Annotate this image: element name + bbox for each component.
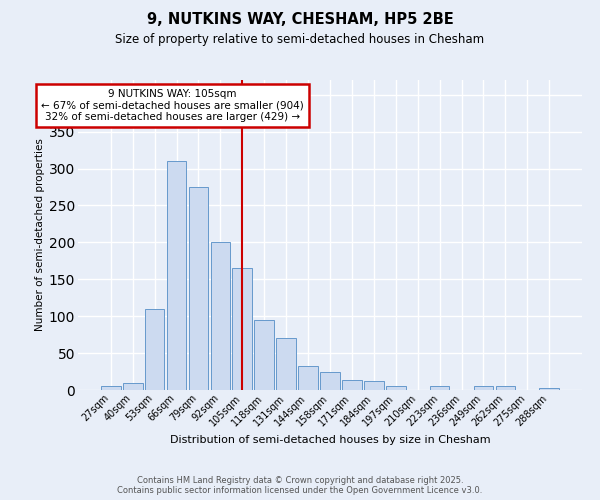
Bar — [539, 388, 559, 390]
Bar — [254, 320, 274, 390]
Text: Size of property relative to semi-detached houses in Chesham: Size of property relative to semi-detach… — [115, 32, 485, 46]
Bar — [342, 380, 362, 390]
Bar — [320, 372, 340, 390]
Bar — [232, 268, 252, 390]
Text: Contains HM Land Registry data © Crown copyright and database right 2025.
Contai: Contains HM Land Registry data © Crown c… — [118, 476, 482, 495]
Bar — [145, 309, 164, 390]
Bar — [430, 386, 449, 390]
Bar — [123, 382, 143, 390]
Bar — [364, 381, 384, 390]
X-axis label: Distribution of semi-detached houses by size in Chesham: Distribution of semi-detached houses by … — [170, 434, 490, 444]
Y-axis label: Number of semi-detached properties: Number of semi-detached properties — [35, 138, 44, 332]
Bar — [188, 187, 208, 390]
Bar — [473, 386, 493, 390]
Bar — [496, 386, 515, 390]
Bar — [167, 161, 187, 390]
Text: 9, NUTKINS WAY, CHESHAM, HP5 2BE: 9, NUTKINS WAY, CHESHAM, HP5 2BE — [146, 12, 454, 28]
Bar — [276, 338, 296, 390]
Bar — [101, 386, 121, 390]
Text: 9 NUTKINS WAY: 105sqm
← 67% of semi-detached houses are smaller (904)
32% of sem: 9 NUTKINS WAY: 105sqm ← 67% of semi-deta… — [41, 89, 304, 122]
Bar — [386, 386, 406, 390]
Bar — [298, 366, 318, 390]
Bar — [211, 242, 230, 390]
